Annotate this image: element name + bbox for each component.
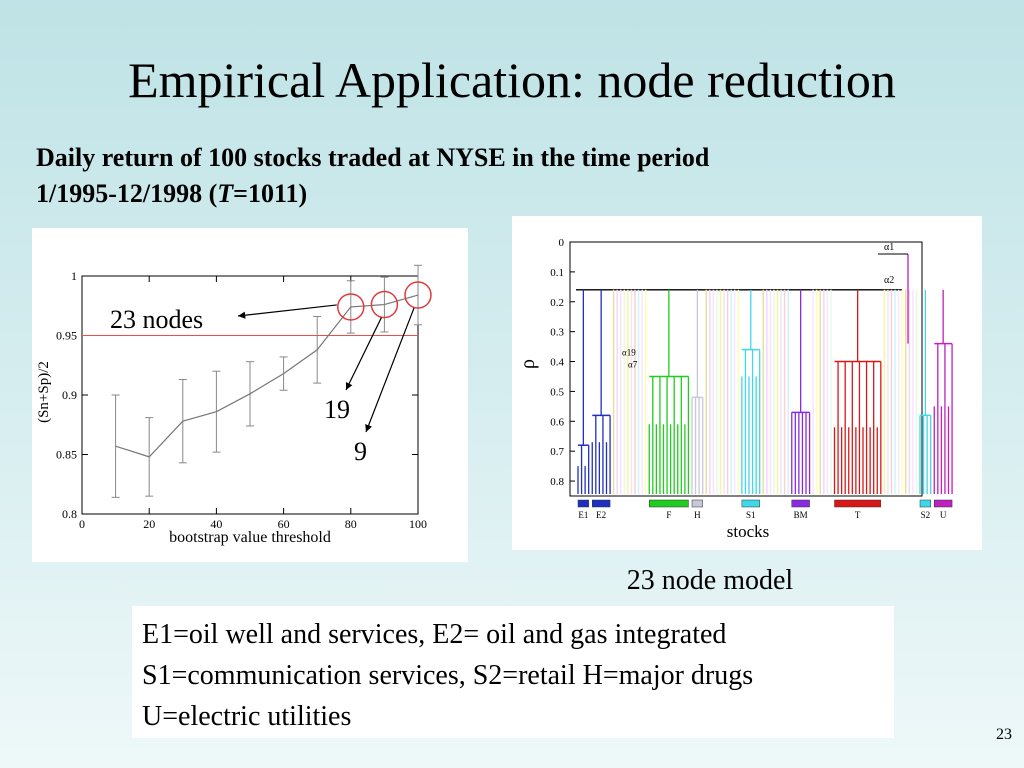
slide-subtitle: Daily return of 100 stocks traded at NYS…	[36, 140, 996, 212]
sector-marker-h	[691, 499, 703, 508]
y-tick-label: 0.8	[62, 507, 77, 521]
annotation-label: 9	[354, 437, 367, 466]
dendrogram-panel: 0 0.1 0.2 0.3 0.4 0.5 0.6 0.7 0.8 E1 E2 F H S1 BM T S2 U…	[512, 216, 982, 550]
highlight-circle	[370, 290, 399, 319]
sector-marker-f	[649, 499, 689, 508]
legend-line-2: S1=communication services, S2=retail H=m…	[142, 660, 754, 691]
sector-label-h: H	[694, 510, 701, 520]
sector-label-e1: E1	[578, 510, 588, 520]
sector-label-e2: E2	[596, 510, 606, 520]
y-tick-label: 0.5	[550, 386, 564, 398]
series-line	[115, 294, 419, 458]
dendrogram-y-label: ρ	[517, 359, 539, 369]
x-tick-label: 20	[143, 517, 155, 531]
sector-marker-e2	[592, 499, 611, 508]
sector-label-f: F	[666, 510, 671, 520]
slide-title: Empirical Application: node reduction	[128, 52, 896, 108]
highlight-circle	[337, 293, 365, 321]
sector-label-u: U	[940, 510, 947, 520]
page-number: 23	[996, 726, 1012, 743]
x-tick-label: 80	[345, 517, 357, 531]
subtitle-line-2: 1/1995-12/1998 (T=1011)	[36, 176, 996, 212]
subtitle-line-2-post: =1011)	[233, 179, 308, 208]
annotation-label: 19	[324, 395, 350, 424]
x-tick-label: 0	[79, 517, 85, 531]
sector-marker-u	[934, 499, 953, 508]
sector-marker-bm	[791, 499, 810, 508]
highlight-circle	[404, 281, 432, 309]
y-tick-label: 0.8	[550, 476, 564, 488]
y-tick-label: 0.85	[56, 448, 77, 462]
y-tick-label: 1	[71, 269, 77, 283]
x-tick-label: 100	[409, 517, 427, 531]
sector-label-s2: S2	[921, 510, 931, 520]
legend-line-3: U=electric utilities	[142, 701, 352, 732]
y-axis-label: (Sn+Sp)/2	[36, 361, 52, 423]
sector-marker-t	[834, 499, 882, 508]
subtitle-line-2-pre: 1/1995-12/1998 (	[36, 179, 218, 208]
sector-marker-s2	[919, 499, 931, 508]
dendrogram-chart: 0 0.1 0.2 0.3 0.4 0.5 0.6 0.7 0.8 E1 E2 F H S1 BM T S2 U…	[517, 237, 953, 541]
annotation-arrow	[237, 304, 337, 319]
subtitle-t-variable: T	[217, 179, 234, 208]
alpha1-label: α1	[884, 242, 894, 253]
sector-label-s1: S1	[746, 510, 756, 520]
dendrogram-x-label: stocks	[727, 522, 770, 541]
x-axis-label: bootstrap value threshold	[169, 529, 331, 546]
sector-label-bm: BM	[794, 510, 808, 520]
y-tick-label: 0.9	[62, 388, 77, 402]
alpha19-label: α19	[622, 348, 636, 358]
dendrogram-caption: 23 node model	[626, 565, 794, 596]
x-tick-label: 60	[278, 517, 290, 531]
y-tick-label: 0.1	[550, 267, 564, 279]
y-tick-label: 0.2	[550, 297, 564, 309]
annotation-arrow	[365, 307, 415, 433]
alpha2-label: α2	[884, 275, 894, 286]
subtitle-line-1: Daily return of 100 stocks traded at NYS…	[36, 143, 710, 172]
x-tick-label: 40	[210, 517, 222, 531]
bootstrap-chart-panel: 0 20 40 60 80 100 0.8 0.85 0.9 0.95 1 23 nodes 19 9 …	[32, 228, 468, 562]
y-tick-label: 0	[559, 237, 565, 249]
annotation-label: 23 nodes	[110, 305, 203, 334]
sector-marker-e1	[577, 499, 589, 508]
y-tick-label: 0.7	[550, 446, 564, 458]
legend-line-1: E1=oil well and services, E2= oil and ga…	[142, 619, 727, 650]
sector-marker-s1	[741, 499, 760, 508]
y-tick-label: 0.3	[550, 327, 564, 339]
sector-label-t: T	[855, 510, 861, 520]
annotation-arrow	[345, 317, 382, 391]
alpha7-label: α7	[628, 360, 638, 370]
plot-frame	[569, 241, 923, 497]
y-tick-label: 0.95	[56, 329, 77, 343]
y-tick-label: 0.6	[550, 416, 564, 428]
y-tick-label: 0.4	[550, 357, 564, 369]
sector-legend-box: E1=oil well and services, E2= oil and ga…	[132, 606, 894, 738]
